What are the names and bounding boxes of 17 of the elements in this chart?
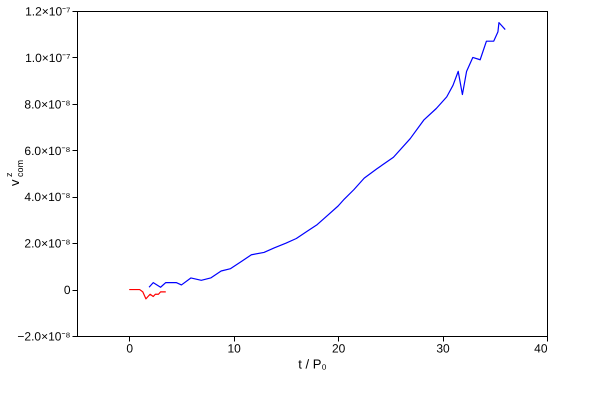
y-tick-label: 4.0×10⁻⁸ [24,190,70,204]
line-series [148,22,506,288]
y-tick-label: 0 [64,283,71,298]
x-tick-label: 0 [126,342,134,356]
y-tick-label: 1.2×10⁻⁷ [25,4,70,18]
x-tick-label: 40 [534,342,548,356]
y-tick-label: −2.0×10⁻⁸ [17,330,70,344]
y-tick-label: 8.0×10⁻⁸ [24,97,70,112]
x-tick-label: 10 [227,342,242,356]
y-tick-label: 1.0×10⁻⁷ [25,50,70,65]
x-axis-title: t / P₀ [298,356,327,372]
y-axis-title: vzcom [4,160,25,186]
y-tick-label: 6.0×10⁻⁸ [24,144,70,158]
x-tick-label: 20 [332,342,346,356]
x-tick-label: 30 [436,342,450,356]
line-series [128,288,166,300]
y-tick-label: 2.0×10⁻⁸ [24,236,70,251]
